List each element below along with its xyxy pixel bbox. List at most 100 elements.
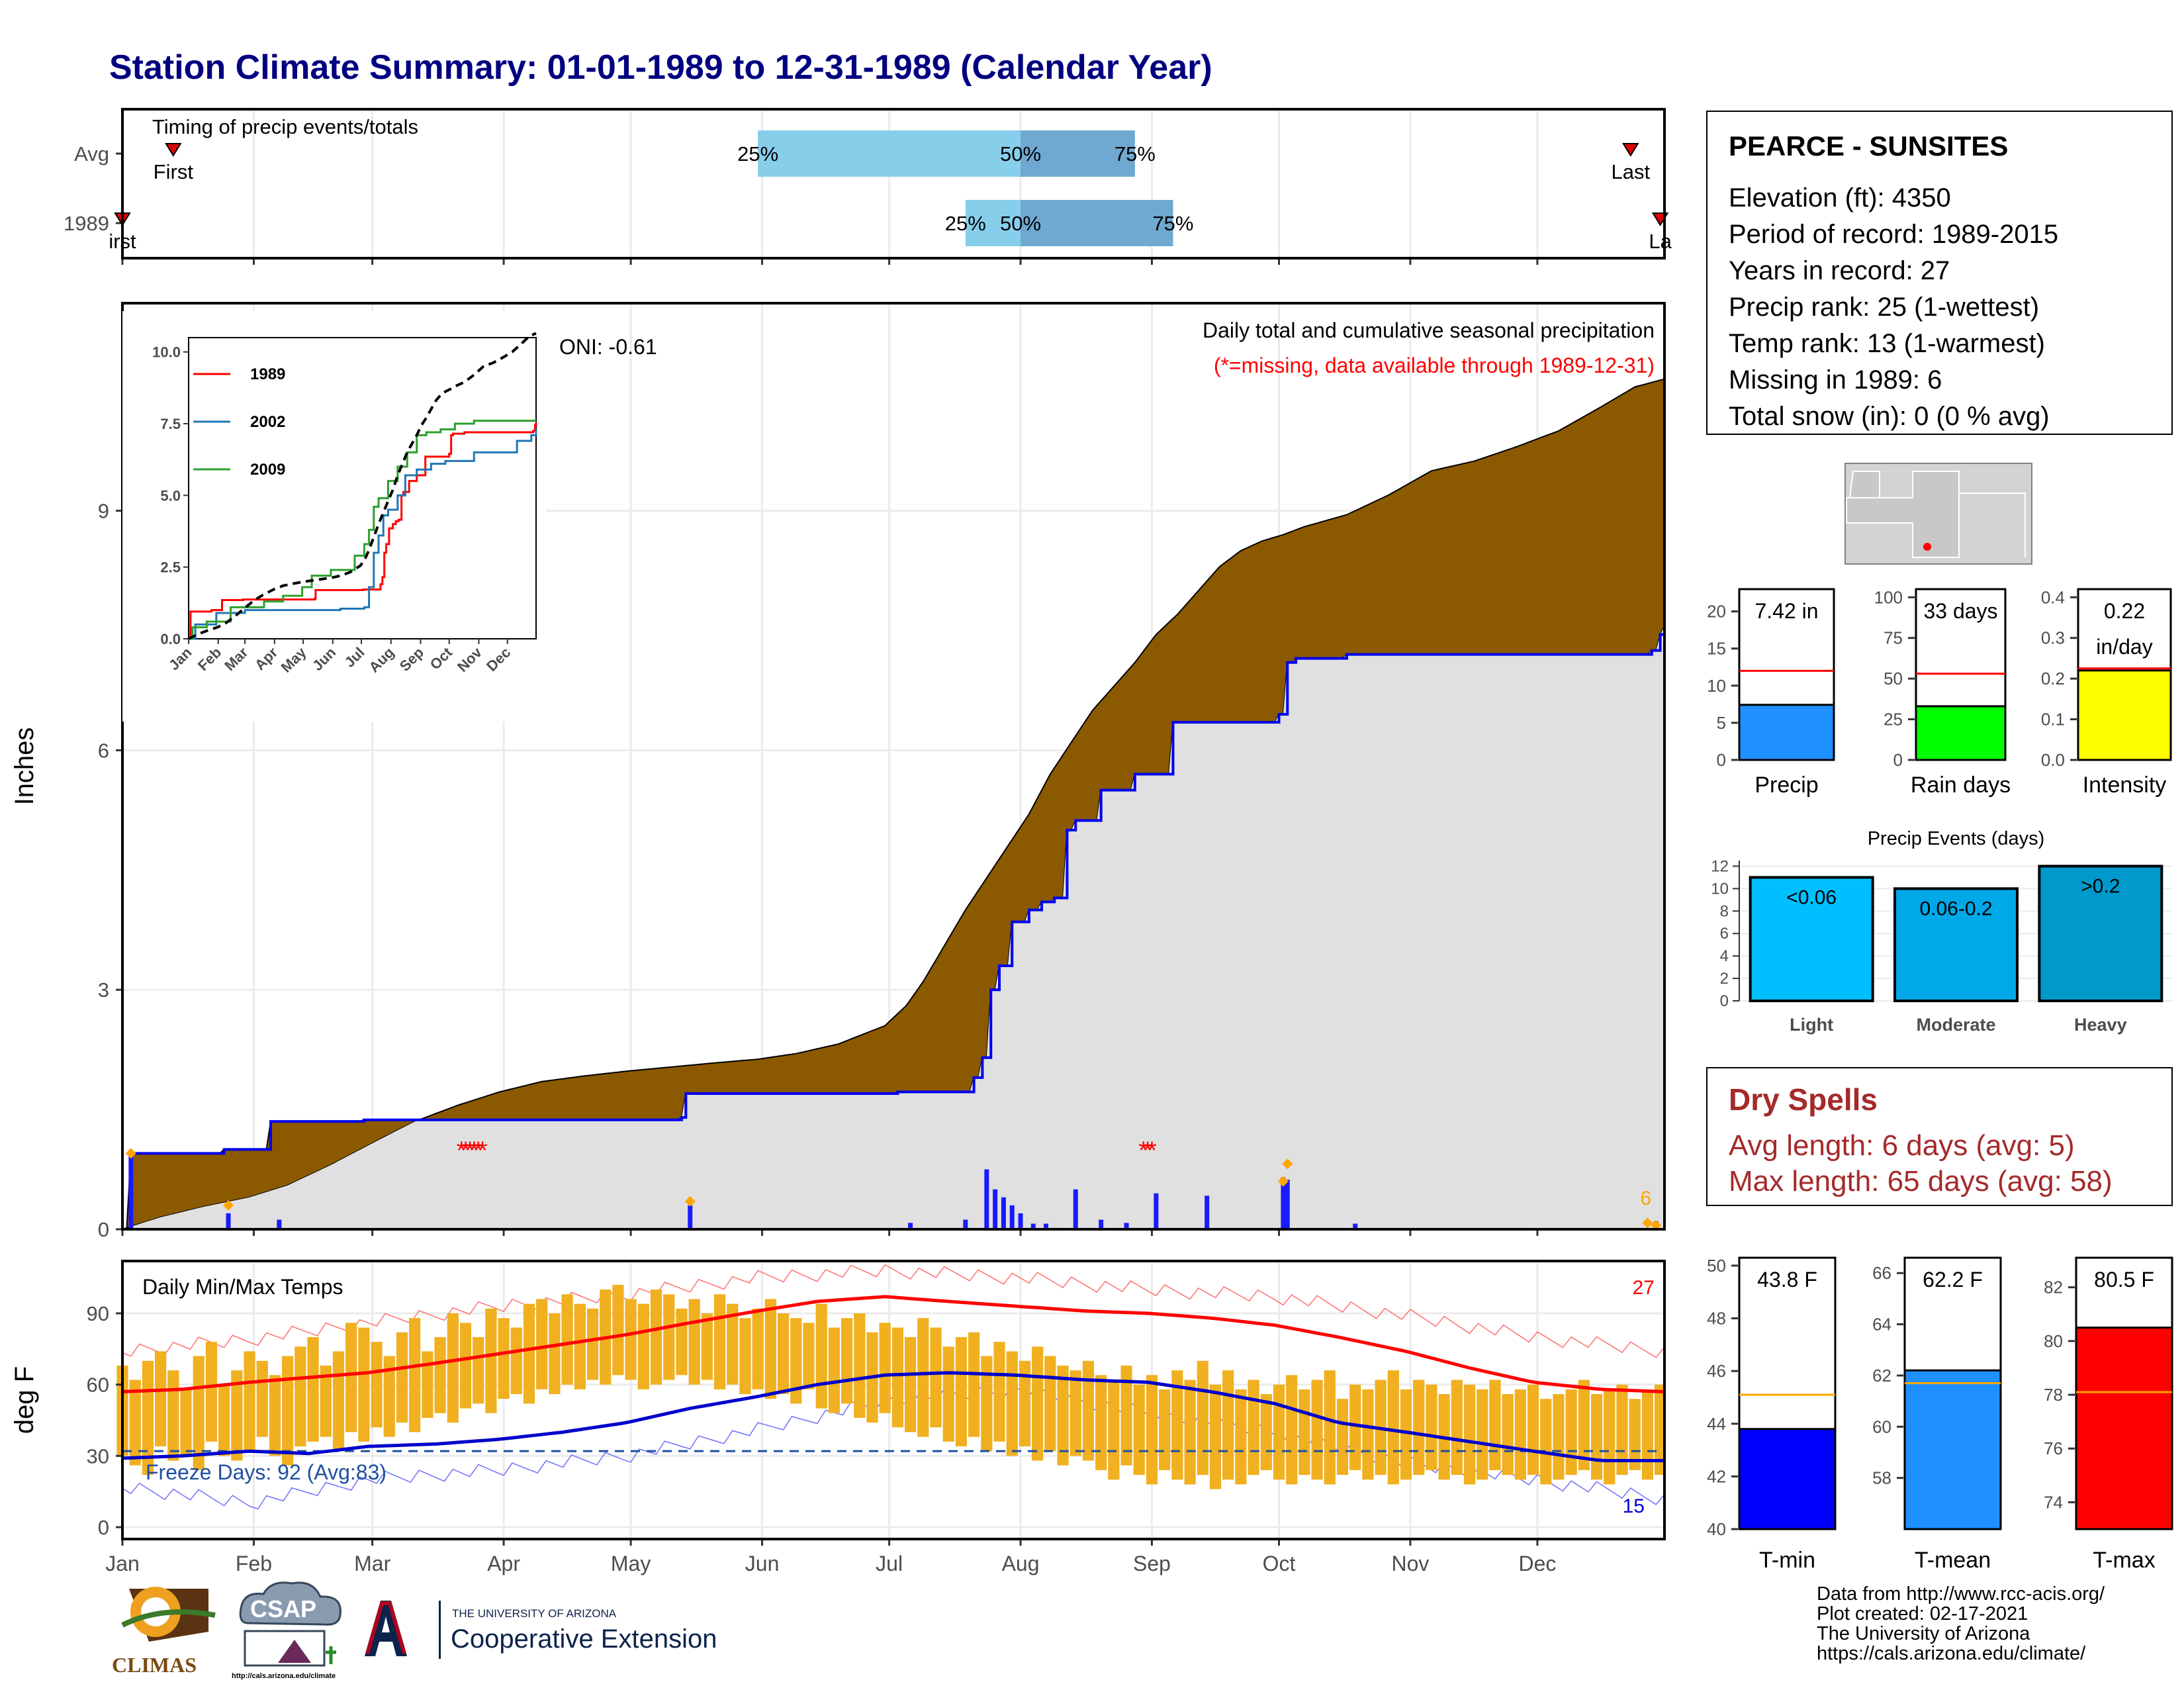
temp-daily-range-bar: [1044, 1356, 1056, 1452]
precip-total-2-y-tick-label: 0.4: [2041, 587, 2065, 607]
dry-spells-max: Max length: 65 days (avg: 58): [1729, 1165, 2113, 1197]
temp-x-tick-label: Oct: [1263, 1552, 1296, 1575]
temp-daily-range-bar: [905, 1336, 917, 1432]
locator-map-border: [1959, 492, 2026, 557]
temp-daily-range-bar: [193, 1356, 205, 1470]
precip-daily-bar: [1124, 1223, 1129, 1229]
temp-daily-range-bar: [1057, 1365, 1069, 1466]
temp-daily-range-bar: [523, 1303, 535, 1404]
events-y-tick-label: 10: [1711, 880, 1729, 898]
temp-daily-range-bar: [841, 1318, 853, 1404]
temp-daily-range-bar: [358, 1327, 370, 1442]
dry-spells-avg: Avg length: 6 days (avg: 5): [1729, 1129, 2075, 1162]
temp-daily-range-bar: [1451, 1380, 1463, 1476]
station-total-snow: Total snow (in): 0 (0 % avg): [1729, 402, 2050, 431]
temp-x-tick-label: Jul: [876, 1552, 903, 1575]
temp-total-2-y-tick-label: 76: [2044, 1438, 2063, 1458]
timing-row-label: 1989: [64, 212, 109, 235]
inset-y-tick-label: 0.0: [160, 631, 181, 647]
temp-daily-range-bar: [713, 1294, 726, 1389]
precip-total-2-y-tick-label: 0.3: [2041, 628, 2065, 648]
precip-extreme-marker: [1642, 1217, 1653, 1229]
temp-x-tick-label: May: [611, 1552, 651, 1575]
temp-daily-range-bar: [879, 1323, 891, 1413]
temp-x-tick-label: Jun: [745, 1552, 780, 1575]
temp-daily-range-bar: [1426, 1384, 1437, 1470]
temp-daily-range-bar: [1146, 1375, 1158, 1485]
precip-daily-bar: [1285, 1180, 1290, 1229]
precip-daily-bar: [1099, 1219, 1104, 1229]
temp-daily-range-bar: [1590, 1394, 1603, 1480]
temp-daily-range-bar: [1629, 1399, 1641, 1470]
events-y-tick-label: 2: [1720, 970, 1729, 988]
temp-daily-range-bar: [1095, 1375, 1107, 1470]
temp-y-tick-label: 0: [98, 1516, 109, 1539]
temp-daily-range-bar: [1477, 1389, 1488, 1480]
precip-total-1-y-tick-label: 75: [1884, 628, 1903, 648]
temp-daily-range-bar: [1514, 1389, 1526, 1480]
precip-total-0-y-tick-label: 5: [1717, 713, 1726, 733]
precip-subtitle: (*=missing, data available through 1989-…: [1214, 353, 1655, 377]
temp-y-tick-label: 30: [87, 1444, 109, 1468]
precip-total-0-y-tick-label: 20: [1707, 602, 1726, 622]
temp-daily-range-bar: [828, 1327, 840, 1413]
temp-daily-range-bar: [129, 1380, 141, 1466]
temp-daily-range-bar: [1235, 1389, 1247, 1485]
station-info-box: PEARCE - SUNSITES Elevation (ft): 4350 P…: [1706, 111, 2173, 435]
precip-total-0: 0 5 10 15 20 7.42 in Precip: [1707, 588, 1835, 798]
temp-daily-range-bar: [1604, 1389, 1615, 1485]
temp-record-min-count: 15: [1623, 1495, 1645, 1517]
temp-daily-range-bar: [1184, 1380, 1196, 1485]
events-category-label: Moderate: [1916, 1015, 1995, 1035]
timing-bar-25-50: [758, 130, 1021, 177]
dry-spells-title: Dry Spells: [1729, 1082, 1878, 1117]
temp-daily-range-bar: [1298, 1389, 1310, 1476]
temp-daily-range-bar: [612, 1284, 624, 1376]
dry-spells-box: Dry Spells Avg length: 6 days (avg: 5) M…: [1706, 1067, 2173, 1206]
temp-total-2: 74 76 78 80 82 80.5 F T-max: [2044, 1256, 2173, 1573]
precip-y-tick-label: 3: [98, 978, 109, 1002]
csap-logo-url: http://cals.arizona.edu/climate: [232, 1672, 336, 1680]
temp-daily-range-bar: [1260, 1394, 1272, 1470]
precip-y-tick-label: 0: [98, 1218, 109, 1241]
temp-daily-range-bar: [396, 1332, 408, 1423]
ua-logo: THE UNIVERSITY OF ARIZONA Cooperative Ex…: [359, 1595, 743, 1668]
temp-daily-range-bar: [218, 1384, 230, 1456]
temp-total-2-bar: [2075, 1327, 2173, 1530]
temp-daily-range-bar: [307, 1336, 319, 1442]
temp-daily-range-bar: [1565, 1389, 1577, 1476]
precip-daily-bar: [277, 1219, 282, 1229]
precip-extreme-marker: [125, 1148, 136, 1159]
events-bar-label: <0.06: [1786, 886, 1837, 908]
temp-daily-range-bar: [1400, 1389, 1412, 1480]
temp-total-1-y-tick-label: 58: [1872, 1468, 1891, 1488]
temp-daily-range-bar: [1209, 1384, 1222, 1489]
temp-total-2-y-tick-label: 80: [2044, 1331, 2063, 1351]
temp-total-0-y-tick-label: 50: [1707, 1256, 1726, 1276]
temp-daily-range-bar: [574, 1303, 586, 1389]
credit-data-source: Data from http://www.rcc-acis.org/: [1817, 1583, 2105, 1605]
precip-daily-bar: [128, 1154, 134, 1229]
temp-daily-range-bar: [739, 1318, 751, 1395]
temp-daily-range-bar: [1120, 1365, 1132, 1466]
temp-y-tick-label: 60: [87, 1374, 109, 1397]
precip-daily-bar: [1281, 1177, 1286, 1229]
temp-x-tick-label: Mar: [354, 1552, 390, 1575]
temp-daily-range-bar: [295, 1346, 306, 1446]
climas-logo: CLIMAS: [109, 1579, 218, 1678]
precip-total-1-y-tick-label: 50: [1884, 669, 1903, 688]
precip-missing-marker: *: [461, 1137, 471, 1164]
temp-record-max-count: 27: [1633, 1277, 1655, 1299]
temp-daily-range-bar: [1641, 1389, 1653, 1480]
locator-map: [1844, 463, 2032, 565]
precip-total-1-bar: [1915, 705, 2007, 761]
precip-average-area: [122, 626, 1664, 1229]
temp-daily-range-bar: [561, 1294, 573, 1385]
station-years: Years in record: 27: [1729, 256, 1950, 285]
precip-total-1-y-tick-label: 0: [1893, 750, 1903, 770]
temp-daily-range-bar: [1133, 1384, 1145, 1476]
precip-daily-bar: [1030, 1223, 1036, 1229]
temp-daily-range-bar: [1248, 1380, 1259, 1476]
precip-y-tick-label: 6: [98, 739, 109, 762]
